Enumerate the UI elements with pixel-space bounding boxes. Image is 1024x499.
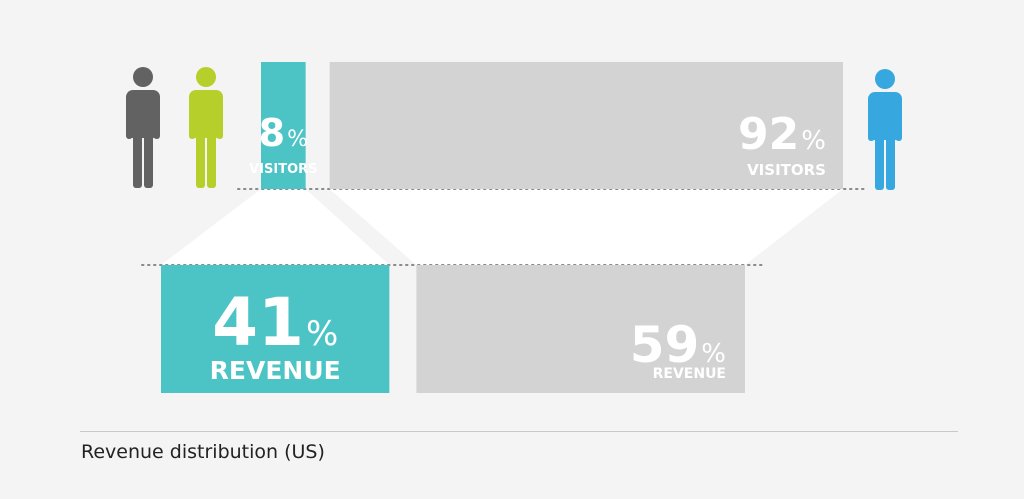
figures bbox=[126, 67, 902, 190]
revenue-gray-bar bbox=[416, 265, 745, 393]
chart-caption: Revenue distribution (US) bbox=[81, 441, 325, 463]
revenue-teal-bar bbox=[161, 265, 390, 393]
visitors-gray-value: 92% bbox=[738, 109, 826, 160]
funnel-connectors bbox=[161, 189, 843, 265]
person-icon bbox=[126, 67, 160, 188]
person-icon bbox=[189, 67, 223, 188]
revenue-teal-value: 41% bbox=[212, 284, 338, 361]
person-icon bbox=[868, 69, 902, 190]
caption-divider bbox=[80, 431, 958, 432]
visitors-gray-bar bbox=[329, 62, 843, 189]
visitors-teal-bar bbox=[261, 62, 306, 189]
funnel-connector bbox=[161, 189, 390, 265]
revenue-teal-label: REVENUE bbox=[210, 356, 341, 385]
visitors-teal-label: VISITORS bbox=[249, 162, 317, 177]
funnel-connector bbox=[329, 189, 843, 265]
visitors-teal-value: 8% bbox=[259, 111, 308, 155]
revenue-gray-label: REVENUE bbox=[653, 366, 726, 382]
revenue-gray-value: 59% bbox=[630, 316, 726, 374]
visitors-gray-label: VISITORS bbox=[747, 161, 826, 179]
